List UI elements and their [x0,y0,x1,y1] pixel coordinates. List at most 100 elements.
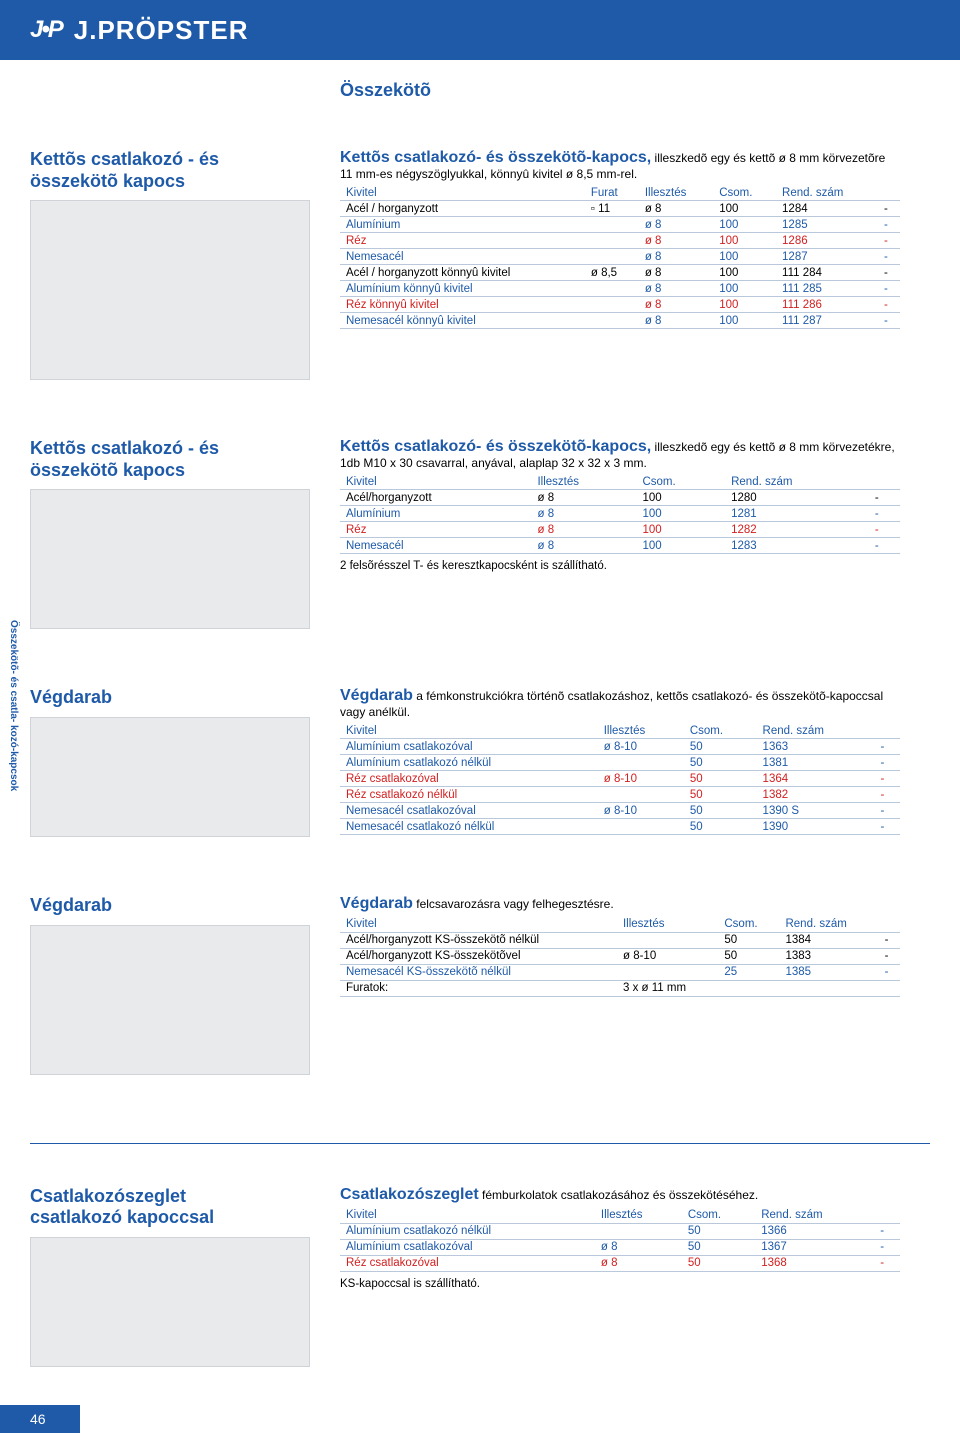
table-cell: - [879,948,900,964]
table-cell: 100 [713,249,776,265]
table-cell [617,964,718,980]
table-cell: 1284 [776,201,878,217]
table-cell: 1383 [779,948,878,964]
table-row: Alumínium csatlakozóvalø 8501367- [340,1239,900,1255]
table-cell: Acél/horganyzott KS-összekötõvel [340,948,617,964]
product-table: KivitelIllesztésCsom.Rend. számAlumínium… [340,723,900,835]
table-row: Alumíniumø 81001281- [340,506,900,522]
table-cell: 25 [718,964,779,980]
table-header: Illesztés [639,185,713,201]
table-cell: 111 286 [776,297,878,313]
table-cell: ▫ 11 [585,201,639,217]
table-cell: 1390 [757,819,875,835]
table-cell: 1384 [779,932,878,948]
table-row: Nemesacél KS-összekötõ nélkül251385- [340,964,900,980]
table-cell: ø 8,5 [585,265,639,281]
table-cell: 50 [718,932,779,948]
table-cell: 50 [684,755,757,771]
table-cell: - [878,217,900,233]
table-cell: 100 [713,297,776,313]
table-cell: Alumínium csatlakozó nélkül [340,755,598,771]
table-header: Rend. szám [776,185,878,201]
table-cell: - [878,201,900,217]
table-cell: - [869,490,900,506]
table-row: Furatok:3 x ø 11 mm [340,980,900,996]
table-cell [585,233,639,249]
table-row: Alumínium könnyû kivitelø 8100111 285- [340,281,900,297]
table-cell: - [874,1255,900,1271]
table-header: Csom. [682,1208,755,1224]
table-header: Furat [585,185,639,201]
table-cell: 1382 [757,787,875,803]
table-cell: 111 284 [776,265,878,281]
table-cell: ø 8-10 [617,948,718,964]
table-cell: Réz csatlakozóval [340,1255,595,1271]
product-description: Kettõs csatlakozó- és összekötõ-kapocs, … [340,149,900,181]
table-cell: Acél / horganyzott [340,201,585,217]
sidebar-tab-label: Összekötõ- és csatla- kozó-kapcsok [8,620,19,791]
product-description: Végdarab a fémkonstrukciókra történõ csa… [340,687,900,719]
table-header [869,474,900,490]
table-cell: ø 8 [595,1239,682,1255]
brand-name: J.PRÖPSTER [74,15,249,46]
table-row: Rézø 81001282- [340,522,900,538]
table-cell: 100 [636,490,725,506]
table-cell: 1385 [779,964,878,980]
table-cell: - [875,771,901,787]
table-cell: Nemesacél [340,249,585,265]
table-cell [598,819,684,835]
table-cell: Furatok: [340,980,617,996]
table-cell: - [874,1239,900,1255]
table-cell: - [878,313,900,329]
table-cell: Réz [340,522,531,538]
table-cell: - [878,297,900,313]
product-table: KivitelIllesztésCsom.Rend. számAcél/horg… [340,474,900,554]
table-header [878,185,900,201]
table-cell: ø 8 [531,538,636,554]
table-cell: 1364 [757,771,875,787]
table-cell: Réz csatlakozó nélkül [340,787,598,803]
product-left-title: Kettõs csatlakozó - ésösszekötõ kapocs [30,438,330,481]
table-cell: Alumínium csatlakozó nélkül [340,1223,595,1239]
product-footnote: 2 felsõrésszel T- és keresztkapocsként i… [340,560,900,572]
table-cell: Acél/horganyzott KS-összekötõ nélkül [340,932,617,948]
table-cell: - [875,803,901,819]
table-header: Csom. [713,185,776,201]
table-row: Réz csatlakozóvalø 8-10501364- [340,771,900,787]
table-row: Nemesacél könnyû kivitelø 8100111 287- [340,313,900,329]
product-image-placeholder [30,925,310,1075]
table-row: Acél / horganyzott▫ 11ø 81001284- [340,201,900,217]
table-cell: ø 8 [639,233,713,249]
table-cell: Alumínium csatlakozóval [340,1239,595,1255]
table-cell [598,787,684,803]
table-cell: 111 287 [776,313,878,329]
table-cell: 100 [713,201,776,217]
table-cell [595,1223,682,1239]
table-cell: ø 8 [531,490,636,506]
table-cell [779,980,878,996]
product-table: KivitelIllesztésCsom.Rend. számAcél/horg… [340,917,900,997]
table-cell: - [875,755,901,771]
table-row: Acél / horganyzott könnyû kivitelø 8,5ø … [340,265,900,281]
table-header [875,723,901,739]
table-header: Kivitel [340,474,531,490]
table-cell: ø 8 [531,522,636,538]
table-cell: 1363 [757,739,875,755]
page-number: 46 [0,1405,80,1433]
table-cell [718,980,779,996]
product-left-title: Csatlakozószegletcsatlakozó kapoccsal [30,1186,330,1229]
table-cell [585,313,639,329]
table-cell: 100 [713,281,776,297]
table-cell: - [874,1223,900,1239]
table-cell: 1283 [725,538,869,554]
table-cell: 1381 [757,755,875,771]
table-header: Kivitel [340,185,585,201]
table-cell: ø 8 [639,313,713,329]
table-cell: Alumínium [340,217,585,233]
table-cell: 100 [636,506,725,522]
table-row: Alumínium csatlakozó nélkül501366- [340,1223,900,1239]
table-cell: 1286 [776,233,878,249]
table-header: Kivitel [340,1208,595,1224]
table-cell: 100 [713,233,776,249]
table-header: Rend. szám [725,474,869,490]
